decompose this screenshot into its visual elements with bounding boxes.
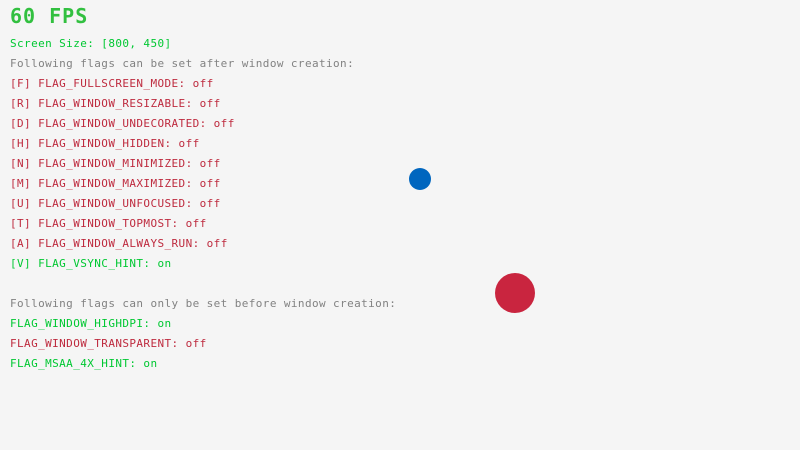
- startup-flags-heading: Following flags can only be set before w…: [10, 297, 397, 310]
- flag-row-runtime-6[interactable]: [U] FLAG_WINDOW_UNFOCUSED: off: [10, 198, 221, 210]
- flag-row-runtime-5[interactable]: [M] FLAG_WINDOW_MAXIMIZED: off: [10, 178, 221, 190]
- flag-name: FLAG_MSAA_4X_HINT:: [10, 357, 137, 370]
- flag-shortcut-key: [D]: [10, 117, 39, 130]
- flag-state: off: [192, 97, 221, 110]
- flag-shortcut-key: [T]: [10, 217, 39, 230]
- flag-state: off: [178, 217, 207, 230]
- flag-name: FLAG_WINDOW_HIDDEN:: [38, 137, 172, 150]
- ball-blue-circle: [409, 168, 431, 190]
- flag-name: FLAG_WINDOW_TOPMOST:: [38, 217, 179, 230]
- flag-state: off: [171, 137, 200, 150]
- fps-counter: 60 FPS: [10, 4, 89, 28]
- flag-state: off: [192, 177, 221, 190]
- flag-row-startup-2[interactable]: FLAG_MSAA_4X_HINT: on: [10, 358, 157, 370]
- flag-name: FLAG_WINDOW_TRANSPARENT:: [10, 337, 179, 350]
- flag-state: off: [185, 77, 214, 90]
- flag-state: off: [206, 117, 235, 130]
- flag-name: FLAG_WINDOW_MAXIMIZED:: [38, 177, 193, 190]
- flag-row-runtime-9[interactable]: [V] FLAG_VSYNC_HINT: on: [10, 258, 172, 270]
- flag-row-startup-1[interactable]: FLAG_WINDOW_TRANSPARENT: off: [10, 338, 207, 350]
- flag-shortcut-key: [M]: [10, 177, 39, 190]
- flag-shortcut-key: [R]: [10, 97, 39, 110]
- flag-row-runtime-4[interactable]: [N] FLAG_WINDOW_MINIMIZED: off: [10, 158, 221, 170]
- flag-shortcut-key: [V]: [10, 257, 39, 270]
- flag-state: off: [192, 157, 221, 170]
- flag-row-runtime-1[interactable]: [R] FLAG_WINDOW_RESIZABLE: off: [10, 98, 221, 110]
- flag-row-runtime-0[interactable]: [F] FLAG_FULLSCREEN_MODE: off: [10, 78, 214, 90]
- flag-name: FLAG_WINDOW_UNFOCUSED:: [38, 197, 193, 210]
- flag-row-runtime-7[interactable]: [T] FLAG_WINDOW_TOPMOST: off: [10, 218, 207, 230]
- flag-row-runtime-3[interactable]: [H] FLAG_WINDOW_HIDDEN: off: [10, 138, 200, 150]
- flag-state: on: [150, 257, 172, 270]
- flag-shortcut-key: [U]: [10, 197, 39, 210]
- flag-name: FLAG_WINDOW_HIGHDPI:: [10, 317, 151, 330]
- screen-size-label: Screen Size: [800, 450]: [10, 37, 172, 50]
- flag-shortcut-key: [N]: [10, 157, 39, 170]
- flag-name: FLAG_WINDOW_RESIZABLE:: [38, 97, 193, 110]
- flag-shortcut-key: [H]: [10, 137, 39, 150]
- flag-row-startup-0[interactable]: FLAG_WINDOW_HIGHDPI: on: [10, 318, 172, 330]
- flag-row-runtime-2[interactable]: [D] FLAG_WINDOW_UNDECORATED: off: [10, 118, 235, 130]
- flag-shortcut-key: [A]: [10, 237, 39, 250]
- flag-state: off: [192, 197, 221, 210]
- flag-name: FLAG_WINDOW_MINIMIZED:: [38, 157, 193, 170]
- flag-state: on: [150, 317, 172, 330]
- flag-shortcut-key: [F]: [10, 77, 39, 90]
- flag-name: FLAG_VSYNC_HINT:: [38, 257, 151, 270]
- flag-name: FLAG_FULLSCREEN_MODE:: [38, 77, 186, 90]
- flag-row-runtime-8[interactable]: [A] FLAG_WINDOW_ALWAYS_RUN: off: [10, 238, 228, 250]
- flag-state: off: [178, 337, 207, 350]
- runtime-flags-heading: Following flags can be set after window …: [10, 57, 355, 70]
- flag-name: FLAG_WINDOW_UNDECORATED:: [38, 117, 207, 130]
- ball-red-circle: [495, 273, 535, 313]
- flag-state: on: [136, 357, 158, 370]
- flag-name: FLAG_WINDOW_ALWAYS_RUN:: [38, 237, 200, 250]
- flag-state: off: [199, 237, 228, 250]
